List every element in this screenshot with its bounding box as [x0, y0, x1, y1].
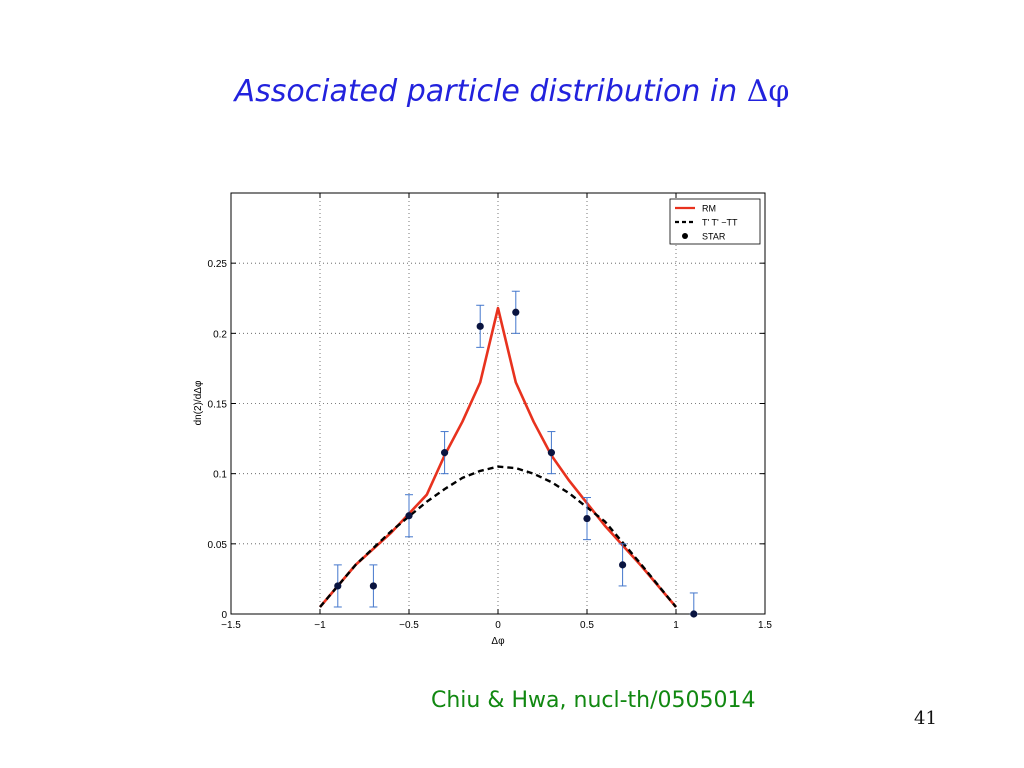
data-point-star [690, 610, 698, 618]
legend-label: T' T' −TT [702, 218, 738, 228]
y-axis-label: dn(2)/dΔφ [193, 380, 204, 425]
slide-title-symbol: Δφ [746, 74, 790, 109]
data-point-star [334, 582, 342, 590]
data-point-star [369, 582, 377, 590]
x-tick-label: −1.5 [221, 620, 241, 631]
x-tick-label: −1 [314, 620, 326, 631]
data-point-star [476, 322, 484, 330]
x-tick-label: 0.5 [580, 620, 594, 631]
legend-marker-star [682, 233, 688, 239]
y-tick-label: 0.05 [208, 540, 228, 551]
citation: Chiu & Hwa, nucl-th/0505014 [431, 688, 756, 713]
y-tick-label: 0.15 [208, 400, 228, 411]
data-point-star [547, 449, 556, 457]
x-tick-label: 1.5 [758, 620, 772, 631]
y-tick-label: 0.2 [213, 329, 227, 340]
x-tick-label: −0.5 [399, 620, 419, 631]
chart-legend: RM T' T' −TT STAR [669, 198, 761, 245]
series-line-tt [319, 465, 677, 608]
y-tick-label: 0 [221, 610, 227, 621]
axis-ticks: −1.5 −1 −0.5 0 0.5 1 1.5 0 0.05 0.1 0.15 0.2 0.25 [208, 193, 772, 631]
x-tick-label: 0 [495, 620, 501, 631]
slide-title: Associated particle distribution in Δφ [0, 74, 1024, 109]
data-point-star [583, 514, 591, 523]
x-axis-label: Δφ [491, 636, 505, 647]
chart-grid [231, 193, 765, 614]
data-point-star [405, 512, 413, 520]
data-point-star [441, 449, 449, 457]
y-tick-label: 0.1 [213, 470, 227, 481]
slide-title-text: Associated particle distribution in [234, 74, 747, 109]
data-point-star [512, 308, 520, 316]
data-point-star [619, 561, 627, 569]
chart-series [319, 290, 698, 618]
legend-label: RM [702, 204, 716, 214]
page-number: 41 [914, 708, 937, 729]
y-tick-label: 0.25 [208, 259, 228, 270]
legend-label: STAR [702, 232, 726, 242]
x-tick-label: 1 [673, 620, 679, 631]
